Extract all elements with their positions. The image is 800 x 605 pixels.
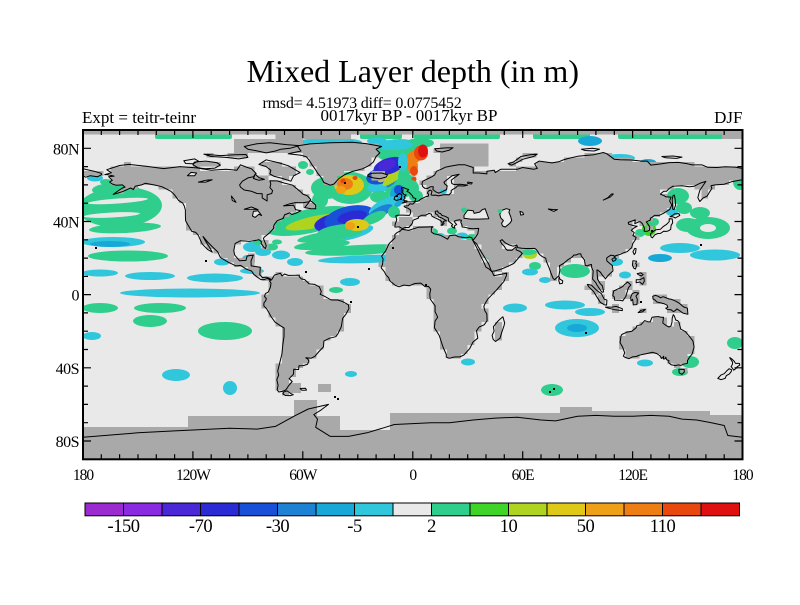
svg-text:80N: 80N	[53, 141, 80, 158]
svg-text:-150: -150	[108, 517, 140, 537]
svg-text:50: 50	[577, 517, 595, 537]
svg-text:60W: 60W	[289, 467, 318, 484]
svg-text:10: 10	[500, 517, 518, 537]
svg-text:120W: 120W	[176, 467, 211, 484]
svg-text:0017kyr BP - 0017kyr BP: 0017kyr BP - 0017kyr BP	[321, 106, 498, 125]
svg-text:0: 0	[72, 288, 80, 305]
svg-text:rmsd= 4.51973 diff= 0.0775452: rmsd= 4.51973 diff= 0.0775452	[262, 95, 461, 112]
svg-text:60E: 60E	[512, 467, 535, 484]
svg-text:Expt = teitr-teinr: Expt = teitr-teinr	[82, 108, 196, 127]
svg-text:80S: 80S	[56, 434, 79, 451]
svg-text:0: 0	[409, 467, 417, 484]
svg-text:Mixed Layer depth (in m): Mixed Layer depth (in m)	[247, 53, 579, 89]
svg-text:-5: -5	[347, 517, 362, 537]
svg-text:2: 2	[427, 517, 436, 537]
svg-text:-30: -30	[266, 517, 289, 537]
svg-text:40S: 40S	[56, 361, 79, 378]
svg-text:DJF: DJF	[714, 108, 742, 127]
svg-text:180: 180	[73, 467, 95, 484]
svg-text:180: 180	[732, 467, 754, 484]
svg-text:-70: -70	[189, 517, 212, 537]
svg-text:40N: 40N	[53, 214, 80, 231]
svg-text:120E: 120E	[618, 467, 647, 484]
svg-text:110: 110	[650, 517, 676, 537]
